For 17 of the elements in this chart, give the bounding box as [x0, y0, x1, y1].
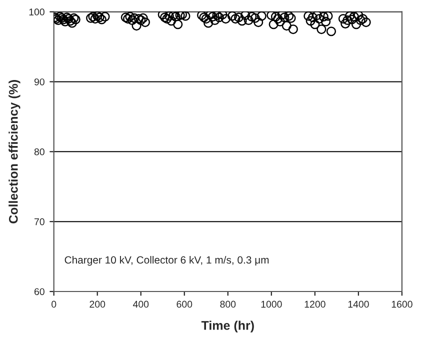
x-tick-label: 0 — [52, 300, 56, 308]
y-tick-label: 100 — [29, 8, 44, 16]
x-axis-title: Time (hr) — [201, 320, 254, 332]
y-tick-label: 60 — [34, 288, 44, 296]
x-tick-label: 1600 — [392, 300, 412, 308]
y-tick-label: 80 — [34, 148, 44, 156]
x-tick-label: 200 — [90, 300, 106, 308]
x-tick-label: 1400 — [348, 300, 369, 308]
y-tick-label: 70 — [34, 218, 44, 226]
y-tick-label: 90 — [34, 78, 44, 86]
y-axis-title: Collection efficiency (%) — [8, 80, 20, 224]
x-tick-label: 800 — [220, 300, 236, 308]
x-tick-label: 400 — [132, 300, 149, 308]
x-tick-label: 1000 — [261, 300, 282, 308]
x-tick-label: 600 — [176, 300, 192, 308]
annotation: Charger 10 kV, Collector 6 kV, 1 m/s, 0.3 μm — [64, 256, 269, 266]
x-tick-label: 1200 — [304, 300, 326, 308]
